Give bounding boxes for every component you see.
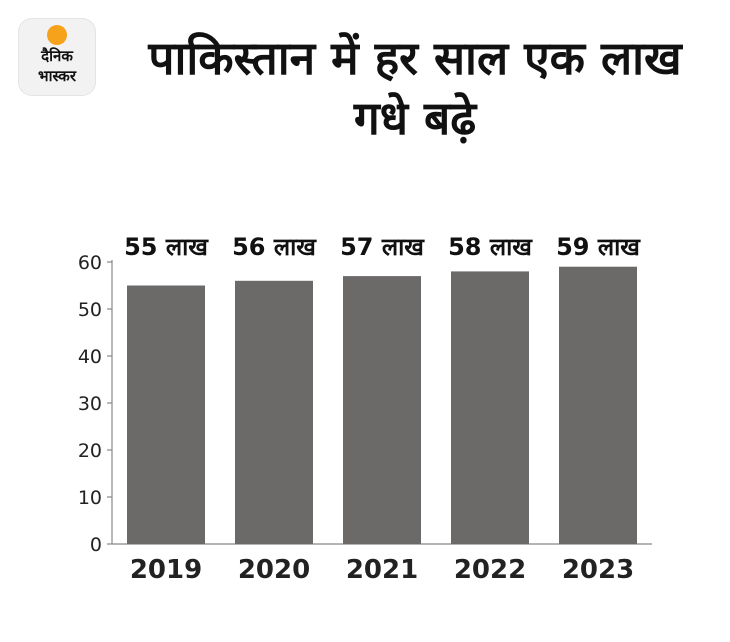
brand-name-line2: भास्कर [38,67,76,85]
x-tick-label: 2023 [562,555,634,585]
y-tick-label: 60 [78,252,102,274]
chart-title: पाकिस्तान में हर साल एक लाख गधे बढ़े [148,31,682,145]
data-label: 55 लाख [124,233,209,261]
data-label: 56 लाख [232,233,317,261]
bar [235,280,313,544]
x-tick-label: 2021 [346,555,418,585]
y-tick-label: 30 [78,393,102,415]
bar [451,271,529,544]
sun-icon [47,25,67,45]
y-tick-label: 10 [78,487,102,509]
brand-name-line1: दैनिक [41,47,73,65]
bar [127,285,205,544]
y-tick-label: 40 [78,346,102,368]
y-tick-label: 0 [90,534,102,556]
data-label: 58 लाख [448,233,533,261]
y-tick-label: 50 [78,299,102,321]
brand-logo: दैनिक भास्कर [18,18,96,96]
x-tick-label: 2019 [130,555,202,585]
bar [559,266,637,544]
data-label: 59 लाख [556,233,641,261]
y-tick-label: 20 [78,440,102,462]
x-tick-label: 2020 [238,555,310,585]
x-tick-label: 2022 [454,555,526,585]
data-label: 57 लाख [340,233,425,261]
bar [343,276,421,544]
